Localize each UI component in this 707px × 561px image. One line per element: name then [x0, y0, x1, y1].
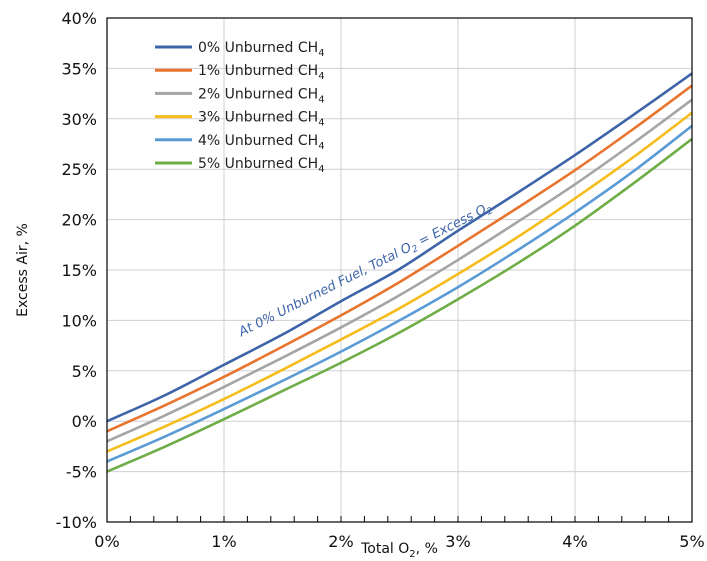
legend-label-0: 0% Unburned CH4: [198, 40, 325, 59]
y-tick-labels: -10% -5% 0% 5% 10% 15% 20% 25% 30% 35% 40%: [56, 9, 97, 532]
legend-label-5: 5% Unburned CH4: [198, 156, 325, 175]
y-tick-label: 25%: [61, 160, 97, 179]
x-tick-label: 5%: [679, 532, 704, 551]
y-axis-title: Excess Air, %: [15, 223, 31, 317]
legend-label-4: 4% Unburned CH4: [198, 133, 325, 152]
x-axis-title: Total O2, %: [360, 541, 438, 560]
x-tick-labels: 0% 1% 2% 3% 4% 5%: [94, 532, 704, 551]
x-tick-label: 1%: [211, 532, 236, 551]
x-axis-title-rest: , %: [416, 541, 438, 557]
legend-label-1: 1% Unburned CH4: [198, 63, 325, 82]
series-line-5: [106, 137, 693, 473]
y-tick-label: -5%: [66, 463, 97, 482]
series-line-1: [106, 84, 693, 433]
y-tick-label: 15%: [61, 261, 97, 280]
annotation-mid: = Excess O: [413, 202, 489, 251]
x-tick-label: 2%: [328, 532, 353, 551]
plot-area-frame: [106, 17, 693, 523]
x-tick-label: 0%: [94, 532, 119, 551]
x-axis-title-base: Total O: [360, 541, 409, 557]
series-line-2: [106, 98, 693, 443]
legend-label-2: 2% Unburned CH4: [198, 86, 325, 105]
annotation-text: At 0% Unburned Fuel, Total O2 = Excess O…: [236, 200, 496, 343]
x-minor-ticks: [106, 516, 693, 522]
y-tick-label: 40%: [61, 9, 97, 28]
y-tick-label: -10%: [56, 513, 97, 532]
y-tick-label: 35%: [61, 59, 97, 78]
y-tick-label: 30%: [61, 110, 97, 129]
series-line-0: [106, 72, 693, 423]
annotation-sub2: 2: [485, 206, 495, 218]
x-axis-title-sub: 2: [409, 549, 415, 560]
y-tick-label: 20%: [61, 211, 97, 230]
series-line-4: [106, 124, 693, 463]
y-tick-label: 10%: [61, 311, 97, 330]
y-tick-label: 5%: [72, 362, 97, 381]
x-tick-label: 3%: [445, 532, 470, 551]
legend: 0% Unburned CH4 1% Unburned CH4 2% Unburne…: [155, 40, 325, 175]
legend-label-3: 3% Unburned CH4: [198, 110, 325, 129]
annotation-sub: 2: [411, 244, 421, 256]
series-lines: [106, 72, 693, 473]
series-line-3: [106, 111, 693, 453]
x-tick-label: 4%: [562, 532, 587, 551]
y-tick-label: 0%: [72, 412, 97, 431]
